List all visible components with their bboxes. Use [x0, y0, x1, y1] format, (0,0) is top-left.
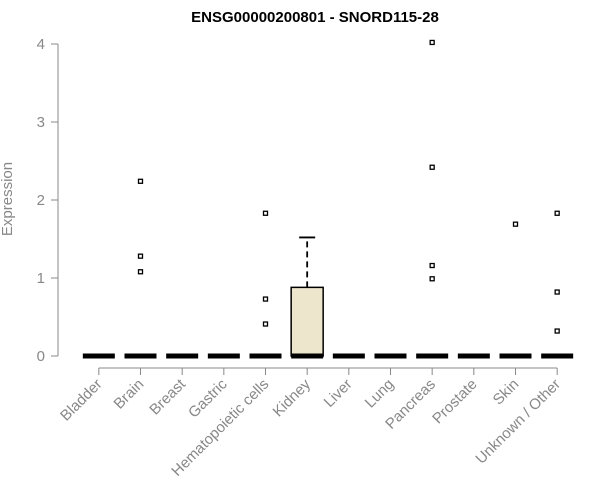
box-pancreas: [416, 39, 449, 359]
outlier-point: [429, 262, 435, 269]
outlier-point: [137, 253, 144, 259]
outlier-point: [262, 296, 269, 302]
box-unknown-other: [541, 210, 574, 359]
box-skin: [499, 221, 532, 359]
boxes: [82, 39, 574, 359]
outlier-point: [554, 328, 560, 334]
x-tick-label: Brain: [111, 376, 148, 413]
box-hematopoietic-cells: [249, 210, 282, 359]
x-tick-label: Bladder: [57, 376, 106, 425]
outlier-point: [429, 39, 435, 46]
x-tick-label: Breast: [146, 375, 189, 418]
y-tick-label: 2: [37, 192, 45, 209]
y-tick-label: 4: [37, 36, 45, 53]
outlier-point: [429, 164, 435, 170]
outlier-point: [137, 269, 144, 275]
y-tick-label: 1: [37, 270, 45, 287]
outlier-point: [554, 289, 560, 295]
outlier-point: [554, 210, 560, 216]
outlier-point: [429, 276, 435, 282]
box-kidney: [290, 236, 324, 359]
box-brain: [124, 178, 157, 359]
box-body: [290, 286, 324, 357]
outlier-point: [137, 178, 144, 184]
y-tick-label: 0: [37, 348, 45, 365]
x-tick-label: Lung: [362, 376, 398, 412]
outlier-point: [512, 221, 519, 227]
x-tick-label: Kidney: [270, 375, 315, 420]
x-tick-label: Liver: [321, 376, 356, 411]
y-axis-label: Expression: [0, 162, 16, 236]
axes: 0 1 2 3 4: [37, 36, 558, 375]
x-tick-label: Skin: [490, 376, 523, 409]
x-tick-label: Prostate: [429, 376, 481, 428]
chart-title: ENSG00000200801 - SNORD115-28: [191, 9, 439, 26]
y-tick-label: 3: [37, 114, 45, 131]
outlier-point: [262, 210, 269, 216]
outlier-point: [262, 321, 269, 327]
